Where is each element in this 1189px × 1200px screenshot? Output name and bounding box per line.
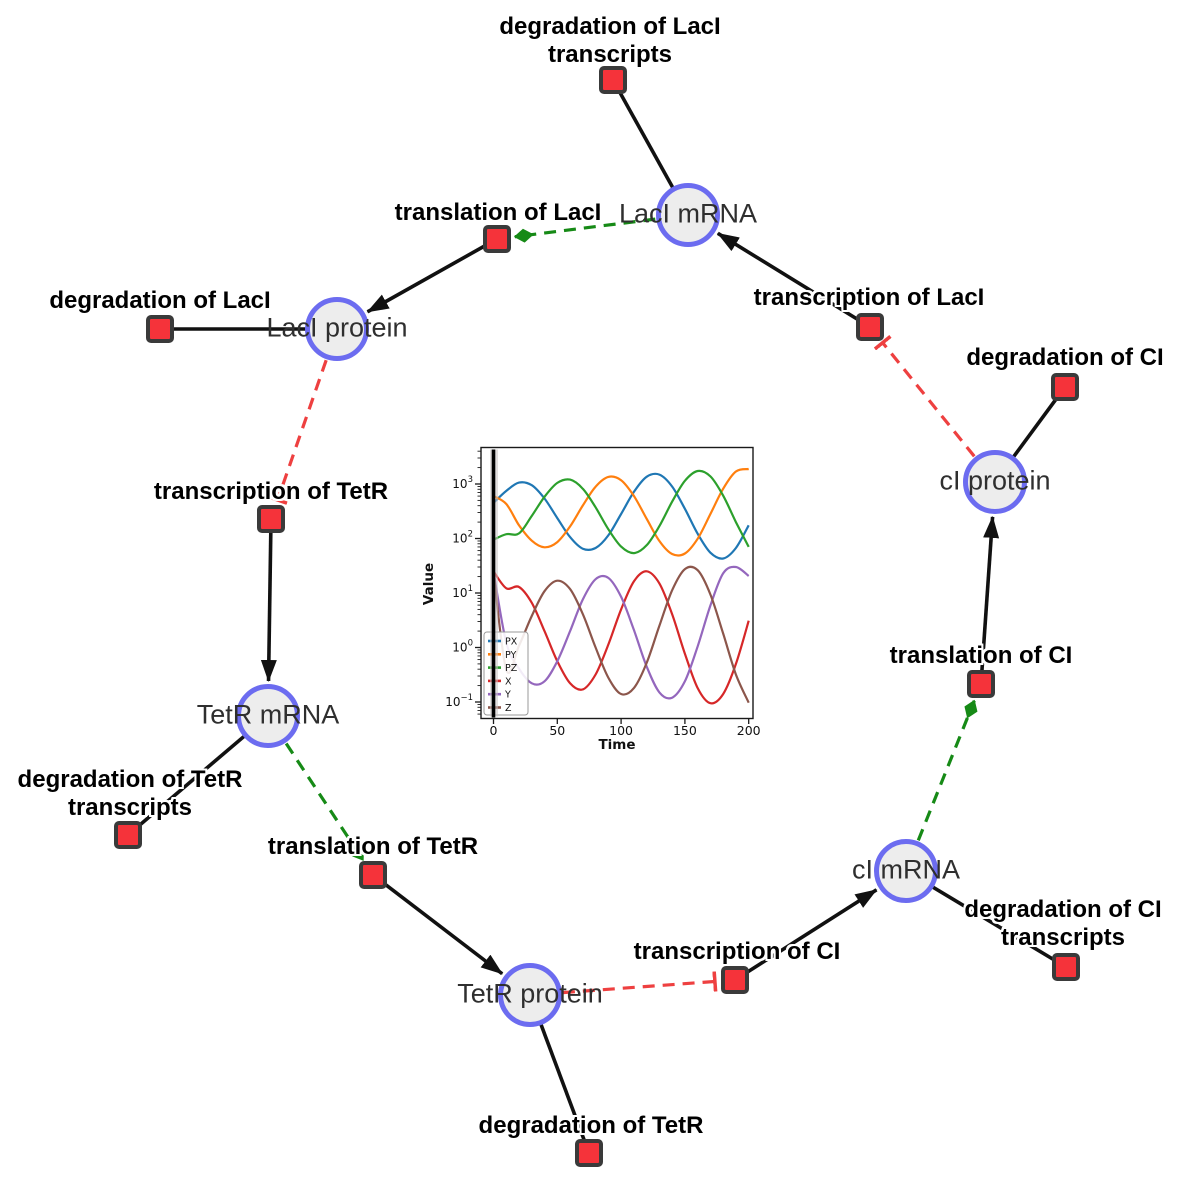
reaction-node-degradation-of-tetr [575,1139,603,1167]
species-node-ci-mrna [874,839,938,903]
reaction-node-translation-of-tetr [359,861,387,889]
series-line-y [492,565,750,700]
series-line-pz [493,469,750,555]
edge-product-translation-of-laci-to-laci-protein [366,237,498,314]
reaction-node-translation-of-ci [967,670,995,698]
edge-product-translation-of-ci-to-ci-protein [979,515,1000,685]
reaction-node-degradation-of-ci-transcripts [1052,953,1080,981]
edge-product-transcription-of-laci-to-laci-mrna [716,231,871,329]
species-node-ci-protein [963,450,1027,514]
edge-activation-laci-mrna-to-translation-of-laci [513,217,656,243]
reaction-label-translation-of-tetr: translation of TetR [267,833,479,860]
x-tick-label: 100 [609,723,633,738]
y-tick-label: 10−1 [445,693,473,709]
y-tick-label: 102 [452,530,473,546]
x-tick-label: 200 [737,723,761,738]
species-label-laci-protein: LacI protein [266,312,408,343]
y-tick-label: 100 [452,639,473,655]
reaction-label-degradation-of-tetr-transcripts: degradation of TetR transcripts [17,766,243,821]
series-line-py [492,467,749,557]
reaction-node-degradation-of-laci [146,315,174,343]
edge-product-translation-of-tetr-to-tetr-protein [371,873,504,976]
reaction-label-degradation-of-tetr: degradation of TetR [478,1112,704,1139]
legend-entry-py: PY [505,650,517,661]
series-line-px [492,472,750,560]
edge-product-transcription-of-tetr-to-tetr-mrna [260,518,277,683]
legend-entry-y: Y [504,690,511,701]
y-axis-label: Value [421,563,437,605]
species-node-laci-mrna [656,183,720,247]
x-tick-label: 0 [490,723,498,738]
series-line-z [492,565,750,704]
reaction-node-transcription-of-ci [721,966,749,994]
reaction-label-transcription-of-ci: transcription of CI [633,938,841,965]
reaction-node-transcription-of-tetr [257,505,285,533]
legend-entry-pz: PZ [505,663,518,674]
edge-product-transcription-of-ci-to-ci-mrna [734,888,878,982]
reaction-label-translation-of-laci: translation of LacI [394,199,602,226]
species-node-laci-protein [305,297,369,361]
species-node-tetr-protein [498,963,562,1027]
species-label-tetr-protein: TetR protein [457,978,603,1009]
y-tick-label: 101 [452,584,473,600]
reaction-label-degradation-of-laci-transcripts: degradation of LacI transcripts [499,13,721,68]
edge-inhibition-laci-protein-to-transcription-of-tetr [267,359,328,505]
edge-inhibition-ci-protein-to-transcription-of-laci [873,335,976,458]
x-tick-label: 50 [549,723,565,738]
legend-entry-z: Z [505,703,512,714]
reaction-node-degradation-of-laci-transcripts [599,66,627,94]
reaction-label-transcription-of-laci: transcription of LacI [753,284,985,311]
species-label-ci-protein: cI protein [939,465,1051,496]
edge-activation-tetr-mrna-to-translation-of-tetr [284,742,365,861]
reaction-label-degradation-of-ci: degradation of CI [966,344,1164,371]
species-label-tetr-mrna: TetR mRNA [196,699,340,730]
reaction-label-degradation-of-laci: degradation of LacI [49,287,271,314]
reaction-node-degradation-of-tetr-transcripts [114,821,142,849]
species-label-ci-mrna: cI mRNA [852,854,960,885]
edge-inhibition-tetr-protein-to-transcription-of-ci [562,971,718,995]
y-tick-label: 103 [452,475,473,491]
reaction-node-translation-of-laci [483,225,511,253]
species-node-tetr-mrna [236,684,300,748]
time-series-plot: 0 50 100 150 200 10−1 100 101 102 103 Time Value PX P… [421,446,761,753]
legend-entry-px: PX [505,637,518,648]
x-axis-label: Time [598,737,635,753]
species-label-laci-mrna: LacI mRNA [618,198,758,229]
edge-activation-ci-mrna-to-translation-of-ci [916,699,978,841]
legend-entry-x: X [505,676,512,687]
x-tick-label: 150 [673,723,697,738]
reaction-label-degradation-of-ci-transcripts: degradation of CI transcripts [964,896,1162,951]
reaction-node-degradation-of-ci [1051,373,1079,401]
reaction-label-translation-of-ci: translation of CI [889,642,1073,669]
